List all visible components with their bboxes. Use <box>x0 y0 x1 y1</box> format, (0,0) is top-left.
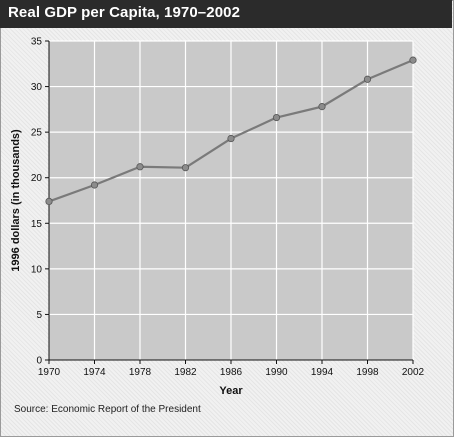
data-point <box>90 181 99 189</box>
x-tick-label: 1974 <box>83 367 106 378</box>
data-point <box>227 134 235 143</box>
y-tick-label: 5 <box>36 310 42 321</box>
data-point <box>136 163 144 171</box>
x-tick-label: 1998 <box>356 367 379 378</box>
x-tick-label: 1986 <box>220 367 243 378</box>
y-tick-label: 35 <box>31 37 43 48</box>
y-tick-label: 30 <box>31 82 43 93</box>
x-axis-title: Year <box>219 385 243 397</box>
chart-title: Real GDP per Capita, 1970–2002 <box>8 4 241 21</box>
y-tick-label: 20 <box>31 173 43 184</box>
data-point <box>45 197 53 206</box>
title-bar: Real GDP per Capita, 1970–2002 <box>0 0 452 28</box>
y-tick-label: 15 <box>31 219 43 230</box>
data-point <box>272 113 281 122</box>
y-axis-title: 1996 dollars (in thousands) <box>10 129 22 272</box>
y-tick-label: 0 <box>36 356 42 367</box>
x-tick-label: 1970 <box>38 367 61 378</box>
y-tick-label: 25 <box>31 128 43 139</box>
x-tick-label: 2002 <box>402 367 425 378</box>
y-tick-label: 10 <box>31 264 43 275</box>
x-tick-label: 1982 <box>174 367 197 378</box>
x-tick-label: 1994 <box>311 367 334 378</box>
data-point <box>363 75 372 83</box>
source-note: Source: Economic Report of the President <box>14 404 201 415</box>
data-point <box>318 103 326 111</box>
x-tick-label: 1978 <box>129 367 152 378</box>
x-tick-label: 1990 <box>265 367 288 378</box>
data-point <box>409 56 417 64</box>
data-point <box>181 164 190 172</box>
